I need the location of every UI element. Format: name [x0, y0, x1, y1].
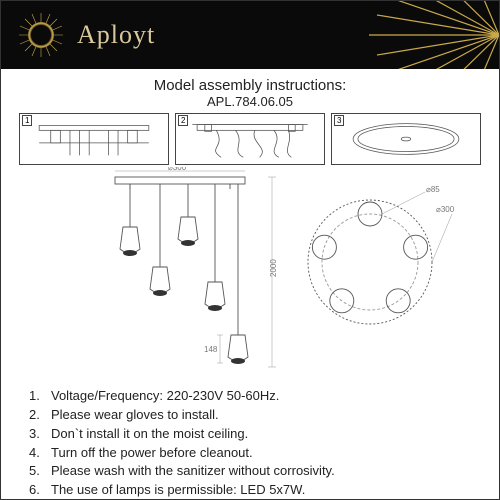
logo-block: Aployt — [19, 13, 155, 57]
model-number: APL.784.06.05 — [1, 94, 499, 109]
step-number: 2 — [178, 115, 188, 126]
brand-header: Aployt — [1, 1, 499, 69]
instruction-item: Voltage/Frequency: 220-230V 50-60Hz. — [29, 387, 477, 406]
dim-plate-dia: ⌀300 — [168, 167, 187, 172]
dim-height: 2000 — [269, 259, 278, 277]
instruction-item: Please wash with the sanitizer without c… — [29, 462, 477, 481]
instruction-sheet: Aployt Model assembly instructions: APL.… — [0, 0, 500, 500]
step-2: 2 — [175, 113, 325, 165]
instruction-item: The use of lamps is permissible: LED 5x7… — [29, 481, 477, 500]
brand-name: Aployt — [77, 20, 155, 50]
main-technical-drawing: ⌀300 2000 — [1, 167, 499, 379]
title-block: Model assembly instructions: APL.784.06.… — [1, 77, 499, 109]
instruction-item: Turn off the power before cleanout. — [29, 444, 477, 463]
title-line1: Model assembly instructions: — [1, 77, 499, 94]
dim-topplan-outer: ⌀300 — [436, 205, 455, 214]
dim-topplan-shade: ⌀85 — [426, 185, 440, 194]
step-3: 3 — [331, 113, 481, 165]
step-1: 1 — [19, 113, 169, 165]
step-number: 1 — [22, 115, 32, 126]
eclipse-icon — [19, 13, 63, 57]
instruction-item: Don`t install it on the moist ceiling. — [29, 425, 477, 444]
instruction-list: Voltage/Frequency: 220-230V 50-60Hz. Ple… — [1, 381, 499, 500]
step-number: 3 — [334, 115, 344, 126]
rays-decoration-icon — [359, 1, 499, 69]
assembly-steps: 1 2 — [1, 113, 499, 165]
dim-shade-h: 148 — [204, 345, 218, 354]
instruction-item: Please wear gloves to install. — [29, 406, 477, 425]
